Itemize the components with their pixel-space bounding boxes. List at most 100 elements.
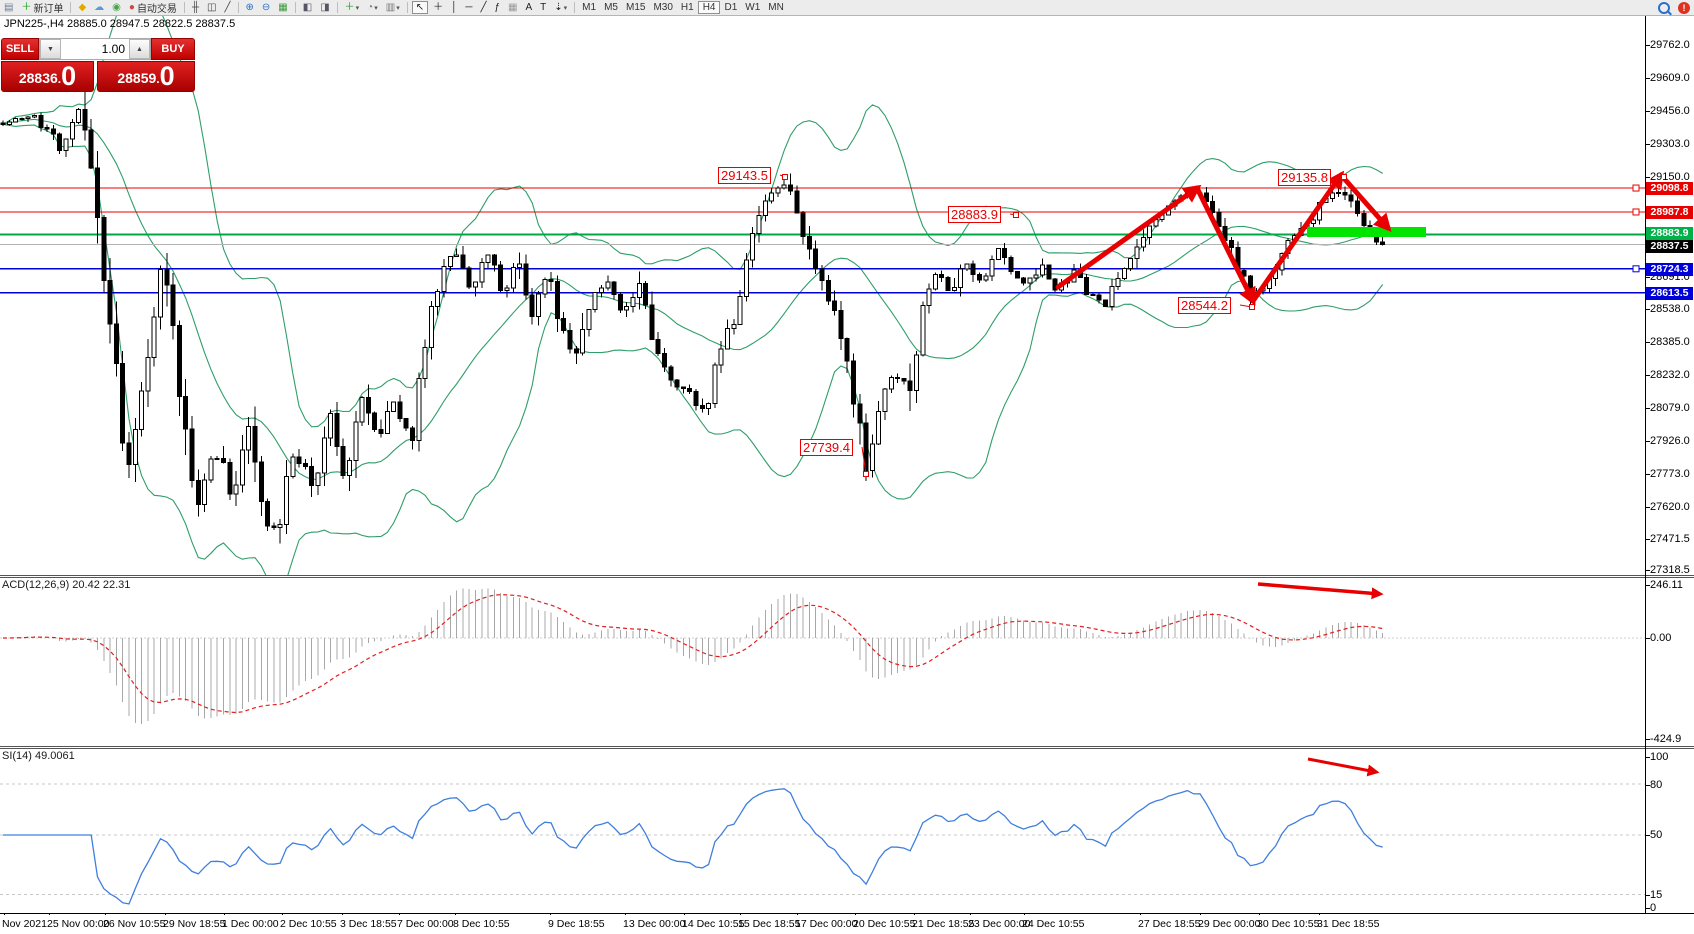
sell-price-main: 28836 (18, 70, 58, 86)
macd-tick-label: 0.00 (1650, 632, 1672, 644)
price-badge: 28987.8 (1646, 206, 1693, 219)
label-tool[interactable]: T (537, 1, 549, 14)
macd-trend-arrow[interactable] (1257, 582, 1384, 600)
indicators-menu[interactable]: ＋ ▾ (342, 1, 363, 14)
indicators-menu-caret-icon[interactable]: ▾ (355, 4, 360, 12)
timeframe-h4[interactable]: H4 (697, 1, 721, 14)
trend-zigzag-arrow[interactable] (1250, 170, 1345, 304)
hline-tool[interactable]: ─ (462, 1, 475, 14)
period-menu-caret-icon[interactable]: ▾ (374, 4, 378, 12)
timeframe-m1[interactable]: M1 (582, 2, 597, 13)
volume-stepper[interactable]: ▼ 1.00 ▲ (39, 38, 151, 60)
price-annotation-29135.8[interactable]: 29135.8 (1278, 169, 1331, 186)
timeframe-m5[interactable]: M5 (604, 2, 618, 13)
hline-icon: ─ (465, 2, 473, 13)
crosshair-tool[interactable]: ＋ (430, 1, 446, 14)
volume-down-button[interactable]: ▼ (40, 39, 61, 59)
annotation-anchor[interactable] (1249, 304, 1255, 310)
chart-ohlc-header: JPN225-,H4 28885.0 28947.5 28822.5 28837… (4, 18, 236, 30)
styles-icon[interactable]: ◆ (75, 1, 89, 14)
price-tick-label: 27926.0 (1650, 435, 1690, 447)
timeframe-mn[interactable]: MN (768, 2, 784, 13)
timeframe-m15[interactable]: M15 (625, 2, 646, 13)
trend-zigzag-arrow[interactable] (1194, 185, 1256, 306)
data-window-icon[interactable]: ◨ (317, 1, 332, 14)
annotation-anchor[interactable] (782, 174, 788, 180)
template-menu-caret-icon[interactable]: ▾ (396, 4, 400, 12)
zoom-out-icon[interactable]: ⊖ (259, 1, 273, 14)
time-tick-label: 27 Dec 18:55 (1138, 918, 1201, 930)
annotation-anchor[interactable] (863, 471, 869, 477)
bar-chart-icon[interactable]: ╫ (189, 1, 202, 14)
price-tick-label: 27620.0 (1650, 501, 1690, 513)
sell-price[interactable]: 28836. 0 (1, 61, 94, 92)
template-menu[interactable]: ▥ ▾ (383, 1, 403, 14)
timeframe-d1[interactable]: D1 (724, 2, 738, 13)
trend-zigzag-arrow[interactable] (1055, 184, 1202, 290)
price-annotation-28883.9[interactable]: 28883.9 (948, 206, 1001, 223)
price-annotation-28544.2[interactable]: 28544.2 (1178, 297, 1231, 314)
rsi-tick-label: 80 (1650, 779, 1663, 791)
bollinger-upper-band (2, 16, 1383, 428)
chart-window-icon[interactable]: ▤ (1, 1, 16, 14)
timeframe-h1[interactable]: H1 (680, 2, 694, 13)
toolbar-separator (70, 2, 72, 13)
search-icon[interactable] (1658, 1, 1670, 14)
tile-windows-icon-icon: ▦ (278, 2, 288, 13)
buy-button[interactable]: BUY (151, 38, 195, 60)
cloud-icon[interactable]: ☁ (91, 1, 107, 14)
tile-windows-icon[interactable]: ▦ (275, 1, 290, 14)
crosshair-icon: ＋ (433, 2, 444, 13)
annotation-anchor[interactable] (1013, 212, 1019, 218)
level-handle[interactable] (1632, 208, 1640, 216)
zoom-in-icon[interactable]: ⊕ (243, 1, 257, 14)
vline-icon: │ (451, 2, 458, 13)
volume-value[interactable]: 1.00 (101, 42, 125, 56)
volume-up-button[interactable]: ▲ (129, 39, 150, 59)
zoom-in-icon-icon: ⊕ (245, 2, 254, 13)
price-badge: 28837.5 (1646, 240, 1693, 253)
level-handle[interactable] (1632, 265, 1640, 273)
time-tick-label: 30 Dec 10:55 (1257, 918, 1320, 930)
buy-price[interactable]: 28859. 0 (97, 61, 195, 92)
trend-zigzag-arrow[interactable] (1338, 172, 1392, 233)
period-menu[interactable]: ◔ ▾ (364, 1, 381, 14)
line-chart-icon[interactable]: ╱ (221, 1, 233, 14)
new-order-button-label: 新订单 (33, 4, 64, 15)
text-tool[interactable]: A (522, 1, 535, 14)
vline-tool[interactable]: │ (448, 1, 460, 14)
arrows-tool[interactable]: ⇣ ▾ (551, 1, 570, 14)
sell-button[interactable]: SELL (1, 38, 39, 60)
grid-tool[interactable]: ▦ (505, 1, 520, 14)
timeframe-w1[interactable]: W1 (745, 2, 761, 13)
time-tick-label: 9 Dec 18:55 (548, 918, 605, 930)
autotrading-icon: ● (128, 2, 135, 13)
candle-chart-icon[interactable]: ◫ (204, 1, 219, 14)
trendline-tool[interactable]: ╱ (477, 1, 489, 14)
green-zone-rect[interactable] (1307, 227, 1426, 237)
cursor-tool[interactable]: ↖ (411, 1, 429, 14)
arrows-tool-caret-icon[interactable]: ▾ (563, 4, 568, 12)
annotation-anchor[interactable] (1341, 174, 1347, 180)
arrange-window-icon[interactable]: ◧ (300, 1, 315, 14)
new-order-button[interactable]: ＋新订单 (18, 1, 66, 15)
notification-icon[interactable]: ! (1678, 1, 1690, 14)
signals-icon[interactable]: ◉ (109, 1, 124, 14)
rsi-panel (0, 757, 1645, 905)
main-price-panel (0, 16, 1645, 575)
fibo-tool[interactable]: ƒ (491, 1, 503, 14)
timeframe-m30[interactable]: M30 (653, 2, 673, 13)
price-annotation-29143.5[interactable]: 29143.5 (718, 167, 771, 184)
price-annotation-27739.4[interactable]: 27739.4 (800, 439, 853, 456)
rsi-trend-arrow[interactable] (1307, 757, 1380, 777)
time-tick-label: 1 Dec 00:00 (222, 918, 279, 930)
data-window-icon-icon: ◨ (320, 2, 330, 13)
autotrading-button[interactable]: ● 自动交易 (126, 1, 180, 15)
toolbar-separator (406, 2, 408, 13)
cloud-icon-icon: ☁ (94, 2, 105, 13)
candle-chart-icon-icon: ◫ (207, 2, 217, 13)
price-tick-label: 28079.0 (1650, 402, 1690, 414)
level-handle[interactable] (1632, 184, 1640, 192)
rsi-tick-label: 50 (1650, 829, 1663, 841)
bar-chart-icon-icon: ╫ (191, 2, 200, 13)
